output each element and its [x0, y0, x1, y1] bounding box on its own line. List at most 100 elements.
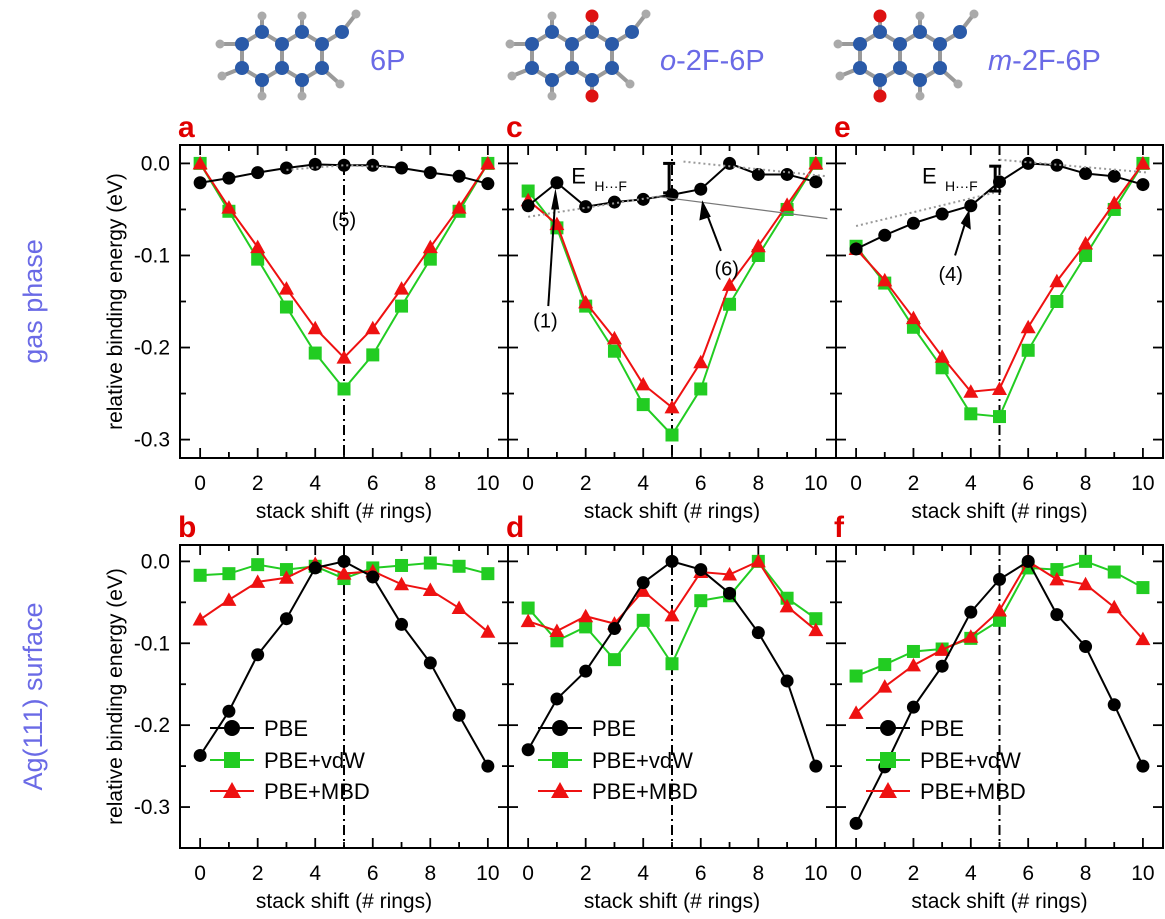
data-point-pbe	[1107, 169, 1121, 183]
data-point-pbe-vdw	[809, 612, 823, 626]
data-point-pbe-vdw	[452, 559, 466, 573]
data-point-pbe-vdw	[636, 613, 650, 627]
data-point-pbe	[550, 692, 564, 706]
x-axis-label: stack shift (# rings)	[911, 500, 1087, 523]
atom-hydrogen	[835, 71, 845, 81]
x-tick-label: 0	[522, 862, 534, 885]
data-point-pbe-vdw	[665, 657, 679, 671]
x-tick-label: 8	[1080, 472, 1092, 495]
data-point-pbe-vdw	[694, 594, 708, 608]
legend-marker-square	[224, 752, 240, 768]
data-point-pbe	[337, 554, 351, 568]
x-tick-label: 0	[194, 862, 206, 885]
data-point-pbe-mbd	[848, 705, 864, 719]
atom-carbon	[873, 25, 887, 39]
x-tick-label: 2	[580, 862, 592, 885]
data-point-pbe-vdw	[665, 428, 679, 442]
x-tick-label: 6	[1022, 472, 1034, 495]
data-point-pbe-mbd	[1135, 631, 1151, 646]
molecule-label-name: 6P	[370, 45, 405, 77]
ehf-subscript: H···F	[594, 178, 627, 194]
data-point-pbe-mbd	[394, 576, 410, 591]
data-point-pbe	[481, 759, 495, 773]
guide-dotted-line	[855, 191, 994, 227]
data-point-pbe-vdw	[1136, 581, 1150, 595]
data-point-pbe	[665, 554, 679, 568]
atom-carbon	[565, 37, 579, 51]
x-tick-label: 4	[309, 862, 321, 885]
legend-marker-triangle	[551, 782, 569, 798]
atom-carbon	[873, 73, 887, 87]
data-point-pbe-vdw	[1079, 248, 1093, 262]
atom-carbon	[275, 61, 289, 75]
data-point-pbe-vdw	[1050, 563, 1064, 577]
data-point-pbe-vdw	[395, 299, 409, 313]
x-tick-label: 10	[476, 862, 499, 885]
atom-carbon	[585, 25, 599, 39]
data-point-pbe-mbd	[549, 623, 565, 637]
x-tick-label: 2	[252, 472, 264, 495]
x-tick-label: 0	[522, 472, 534, 495]
atom-hydrogen	[625, 79, 635, 89]
x-tick-label: 10	[804, 862, 827, 885]
molecule-label-name: -2F-6P	[676, 45, 765, 77]
atom-hydrogen	[915, 91, 925, 101]
data-point-pbe-mbd	[480, 155, 496, 170]
data-point-pbe-vdw	[694, 382, 708, 396]
data-point-pbe-mbd	[992, 603, 1007, 617]
y-tick-label: -0.2	[134, 714, 170, 737]
x-tick-label: 6	[695, 472, 707, 495]
data-point-pbe-mbd	[221, 592, 237, 606]
data-point-pbe	[849, 242, 863, 256]
data-point-pbe-vdw	[193, 568, 207, 582]
data-point-pbe	[222, 171, 236, 185]
data-point-pbe	[193, 176, 207, 190]
data-point-pbe-vdw	[279, 300, 293, 314]
data-point-pbe-mbd	[422, 582, 438, 597]
atom-carbon	[625, 25, 639, 39]
atom-hydrogen	[953, 79, 963, 89]
data-point-pbe-vdw	[1021, 343, 1035, 357]
x-tick-label: 2	[580, 472, 592, 495]
series-line-pbembd	[855, 162, 1144, 393]
data-point-pbe	[1136, 178, 1150, 192]
data-point-pbe-mbd	[877, 679, 893, 693]
data-point-pbe	[452, 169, 466, 183]
x-tick-label: 0	[850, 472, 862, 495]
atom-hydrogen	[833, 39, 843, 49]
data-point-pbe	[849, 816, 863, 830]
atom-hydrogen	[969, 9, 979, 19]
atom-hydrogen	[297, 91, 307, 101]
atom-hydrogen	[507, 71, 517, 81]
data-point-pbe-mbd	[394, 281, 410, 295]
x-tick-label: 4	[309, 472, 321, 495]
data-point-pbe	[809, 175, 823, 189]
x-tick-label: 6	[1022, 862, 1034, 885]
y-tick-label: -0.2	[134, 337, 170, 360]
atom-hydrogen	[257, 11, 267, 21]
data-point-pbe	[751, 626, 765, 640]
data-point-pbe-mbd	[877, 272, 893, 287]
atom-hydrogen	[215, 39, 225, 49]
data-point-pbe	[1079, 167, 1093, 181]
atom-carbon	[295, 25, 309, 39]
ehf-subscript: H···F	[945, 178, 978, 194]
data-point-pbe-mbd	[963, 629, 979, 643]
data-point-pbe-mbd	[336, 350, 352, 364]
data-point-pbe	[1050, 608, 1064, 622]
data-point-pbe-vdw	[993, 613, 1006, 627]
atom-carbon	[913, 25, 927, 39]
data-point-pbe-vdw	[579, 620, 593, 634]
data-point-pbe-mbd	[722, 277, 738, 291]
data-point-pbe	[279, 612, 293, 626]
data-point-pbe-mbd	[1049, 571, 1065, 586]
data-point-pbe-mbd	[250, 239, 266, 254]
data-point-pbe	[1021, 156, 1035, 170]
atom-carbon	[235, 61, 249, 75]
molecule-label: o-2F-6P	[660, 45, 765, 77]
data-point-pbe-mbd	[905, 657, 921, 672]
atom-carbon	[295, 73, 309, 87]
atom-hydrogen	[505, 39, 515, 49]
